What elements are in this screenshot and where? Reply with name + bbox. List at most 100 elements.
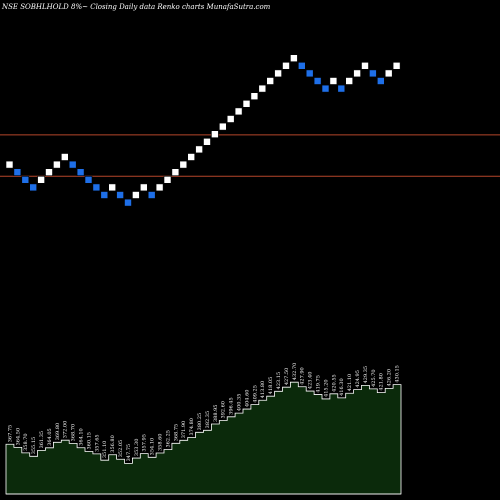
renko-brick-up (195, 145, 203, 154)
renko-brick-up (108, 183, 116, 192)
renko-brick-down (68, 160, 77, 169)
renko-brick-up (274, 69, 282, 78)
renko-brick-up (242, 100, 251, 108)
price-area (5, 381, 402, 495)
price-label: 421.10 (347, 374, 353, 392)
price-label: 358.60 (158, 434, 164, 452)
renko-brick-up (392, 61, 401, 70)
price-label: 419.75 (316, 375, 322, 393)
renko-brick-down (29, 183, 38, 192)
renko-brick-down (100, 191, 109, 199)
renko-brick-up (384, 69, 393, 78)
renko-brick-up (140, 183, 148, 192)
price-label: 427.90 (300, 367, 306, 385)
renko-brick-up (163, 176, 172, 184)
price-area-panel (5, 381, 402, 495)
price-label: 421.80 (379, 373, 385, 391)
renko-brick-up (266, 77, 275, 85)
price-label: 356.80 (110, 435, 116, 453)
price-label: 420.55 (331, 374, 337, 392)
price-label: 388.95 (213, 405, 219, 423)
price-label: 369.80 (55, 423, 61, 441)
renko-brick-up (187, 153, 195, 161)
price-label: 409.25 (252, 385, 258, 403)
renko-brick-down (305, 69, 314, 78)
price-label: 374.80 (189, 418, 195, 436)
renko-brick-up (290, 54, 298, 63)
renko-brick-up (258, 84, 267, 93)
renko-brick-up (203, 138, 211, 146)
renko-brick-up (282, 61, 290, 70)
price-label: 362.25 (165, 430, 171, 448)
renko-bricks (5, 54, 401, 207)
price-label: 416.30 (339, 378, 345, 396)
price-label: 364.10 (79, 428, 85, 446)
renko-brick-down (92, 183, 101, 192)
price-label: 424.95 (355, 370, 361, 388)
price-label: 404.60 (244, 390, 250, 408)
price-label: 392.60 (221, 401, 227, 419)
price-label: 396.45 (229, 397, 235, 415)
price-label: 360.15 (86, 432, 92, 450)
renko-brick-down (321, 84, 330, 93)
renko-brick-up (353, 69, 361, 78)
price-label: 432.70 (292, 363, 298, 381)
price-label: 425.70 (371, 369, 377, 387)
price-label: 400.35 (237, 394, 243, 412)
renko-brick-down (297, 61, 306, 70)
renko-brick-up (179, 160, 188, 169)
renko-brick-up (211, 130, 219, 138)
price-label: 427.50 (284, 368, 290, 386)
price-label: 423.15 (276, 372, 282, 390)
renko-brick-down (376, 77, 385, 85)
price-label: 352.05 (118, 440, 124, 458)
renko-brick-up (155, 183, 164, 192)
renko-brick-down (337, 84, 346, 93)
renko-brick-up (226, 115, 235, 123)
price-label: 364.05 (47, 428, 53, 446)
price-labels: 367.75 364.50 358.70 355.15 361.35 364.05 369.… (7, 363, 400, 462)
renko-brick-up (53, 160, 61, 169)
renko-brick-down (124, 198, 132, 207)
price-label: 380.25 (197, 413, 203, 431)
renko-brick-down (116, 191, 124, 199)
price-label: 364.50 (15, 428, 21, 446)
price-label: 358.70 (23, 433, 29, 451)
price-label: 357.65 (94, 434, 100, 452)
renko-brick-up (361, 61, 369, 70)
renko-brick-up (250, 92, 259, 100)
price-label: 361.35 (39, 431, 45, 449)
renko-brick-down (147, 191, 156, 199)
renko-brick-down (84, 176, 93, 184)
price-label: 423.40 (308, 372, 314, 390)
price-label: 357.95 (142, 434, 148, 452)
renko-brick-down (369, 69, 377, 78)
price-label: 367.75 (7, 425, 13, 443)
price-label: 382.35 (205, 411, 211, 429)
price-label: 372.00 (63, 421, 69, 439)
price-label: 351.10 (102, 441, 108, 459)
renko-brick-up (329, 77, 338, 85)
renko-brick-up (37, 176, 45, 184)
renko-brick-down (76, 168, 85, 176)
price-label: 353.30 (134, 439, 140, 457)
price-label: 429.35 (363, 366, 369, 384)
renko-brick-up (219, 122, 227, 131)
renko-brick-up (60, 153, 69, 161)
price-label: 413.80 (260, 381, 266, 399)
renko-brick-up (345, 77, 354, 85)
renko-brick-up (234, 107, 243, 116)
reference-lines (0, 134, 500, 177)
price-label: 347.75 (126, 444, 132, 462)
price-label: 371.90 (181, 421, 187, 439)
price-label: 354.10 (150, 438, 156, 456)
renko-brick-up (132, 191, 140, 199)
renko-brick-down (13, 168, 22, 176)
renko-brick-up (5, 160, 14, 169)
renko-brick-down (313, 77, 322, 85)
renko-brick-up (45, 168, 53, 176)
price-label: 418.05 (268, 377, 274, 395)
price-label: 355.15 (31, 437, 37, 455)
